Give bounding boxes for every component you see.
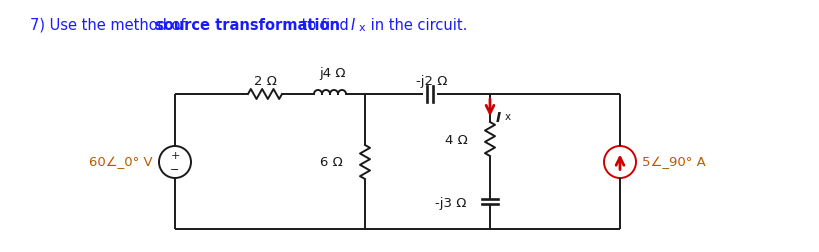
Text: -j3 Ω: -j3 Ω: [434, 196, 465, 209]
Text: I: I: [495, 111, 500, 124]
Text: 60∠_0° V: 60∠_0° V: [89, 156, 153, 169]
Text: 5∠_90° A: 5∠_90° A: [641, 156, 705, 169]
Text: 2 Ω: 2 Ω: [253, 74, 276, 87]
Text: 7) Use the method of: 7) Use the method of: [30, 17, 190, 32]
Text: I: I: [350, 17, 354, 32]
Text: source transformation: source transformation: [155, 17, 340, 32]
Text: j4 Ω: j4 Ω: [319, 66, 345, 79]
Text: x: x: [505, 112, 510, 121]
Text: 6 Ω: 6 Ω: [320, 156, 342, 169]
Text: −: −: [170, 165, 179, 174]
Text: to find: to find: [296, 17, 353, 32]
Text: +: +: [170, 150, 179, 160]
Text: -j2 Ω: -j2 Ω: [416, 74, 447, 87]
Text: x: x: [358, 23, 364, 33]
Text: 4 Ω: 4 Ω: [445, 133, 468, 146]
Text: in the circuit.: in the circuit.: [366, 17, 467, 32]
